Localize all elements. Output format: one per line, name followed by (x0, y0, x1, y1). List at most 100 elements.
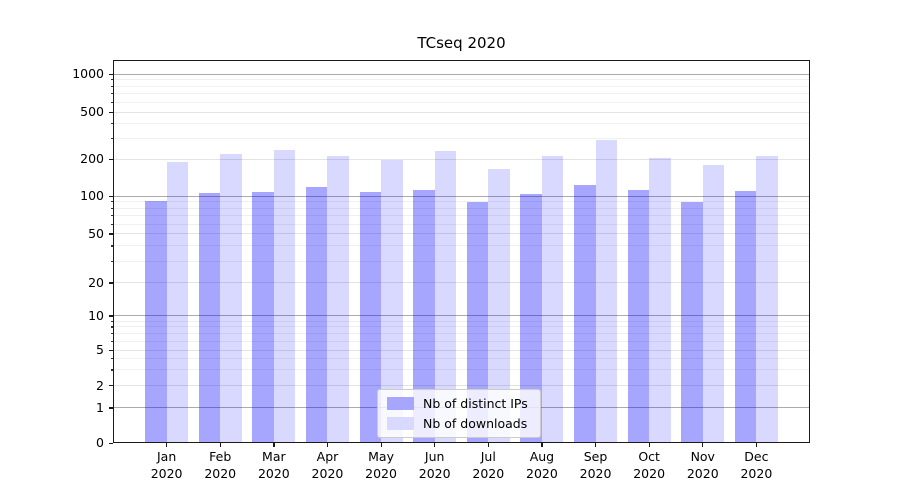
bar-downloads-apr (327, 156, 349, 443)
x-tick-mark-sep (595, 443, 597, 447)
gridline-20 (113, 282, 810, 284)
gridline-4 (113, 358, 810, 360)
x-tick-label-jan: Jan 2020 (150, 449, 183, 481)
y-tick-mark-200 (109, 158, 113, 160)
x-tick-mark-jul (487, 443, 489, 447)
bar-downloads-oct (649, 157, 671, 443)
y-minor-tick-mark-90 (110, 201, 113, 203)
gridline-9 (113, 320, 810, 322)
y-minor-tick-mark-800 (110, 85, 113, 87)
y-minor-tick-mark-80 (110, 207, 113, 209)
y-tick-mark-10 (109, 315, 113, 317)
x-tick-label-sep: Sep 2020 (579, 449, 612, 481)
bar-downloads-nov (702, 164, 725, 443)
y-tick-label-20: 20 (88, 274, 104, 290)
gridline-900 (113, 79, 810, 81)
x-tick-mark-dec (755, 443, 758, 447)
bar-ips-dec (734, 191, 757, 443)
x-tick-label-apr: Apr 2020 (311, 449, 344, 481)
y-minor-tick-mark-6 (110, 340, 113, 342)
bar-ips-aug (520, 193, 542, 443)
bar-downloads-aug (541, 156, 564, 443)
legend-label-downloads: Nb of downloads (423, 416, 528, 431)
legend-entry-ips: Nb of distinct IPs (387, 396, 528, 411)
x-tick-mark-may (380, 443, 382, 447)
y-minor-tick-mark-40 (110, 245, 113, 247)
gridline-7 (113, 332, 810, 334)
gridline-50 (113, 233, 810, 235)
bar-downloads-dec (756, 156, 778, 443)
x-tick-label-oct: Oct 2020 (633, 449, 666, 481)
y-tick-mark-20 (109, 282, 113, 284)
gridline-60 (113, 223, 810, 225)
y-minor-tick-mark-30 (110, 260, 113, 262)
bar-ips-sep (574, 185, 596, 443)
gridline-1000 (113, 73, 810, 75)
x-tick-mark-mar (273, 443, 275, 447)
y-minor-tick-mark-700 (110, 93, 113, 95)
x-tick-label-nov: Nov 2020 (686, 449, 719, 481)
y-minor-tick-mark-7 (110, 332, 113, 335)
gridline-100 (113, 195, 810, 197)
y-tick-label-200: 200 (80, 151, 104, 167)
legend-label-distinct-ips: Nb of distinct IPs (423, 396, 528, 411)
x-tick-mark-jan (166, 443, 168, 447)
x-tick-label-jun: Jun 2020 (418, 449, 451, 481)
y-minor-tick-mark-60 (110, 223, 113, 225)
gridline-90 (113, 201, 810, 203)
gridline-10 (113, 315, 810, 317)
legend-swatch-distinct-ips (387, 397, 414, 410)
bar-downloads-jun (434, 150, 457, 443)
gridline-2 (113, 385, 810, 387)
gridline-5 (113, 349, 810, 351)
y-minor-tick-mark-9 (110, 320, 113, 322)
gridline-70 (113, 215, 810, 217)
bar-ips-nov (681, 201, 703, 443)
y-minor-tick-mark-600 (110, 101, 113, 103)
y-tick-mark-5 (109, 349, 113, 351)
gridline-800 (113, 85, 810, 87)
bar-ips-jan (145, 200, 167, 443)
bar-ips-may (359, 191, 382, 443)
bar-downloads-sep (595, 140, 617, 443)
y-tick-label-100: 100 (80, 188, 104, 203)
x-tick-label-jul: Jul 2020 (472, 449, 505, 481)
y-tick-mark-2 (109, 385, 113, 387)
y-tick-label-500: 500 (80, 104, 104, 119)
y-minor-tick-mark-900 (110, 79, 113, 81)
y-tick-mark-0 (109, 442, 113, 444)
chart-title: TCseq 2020 (417, 34, 506, 52)
y-tick-mark-50 (109, 233, 113, 235)
gridline-30 (113, 260, 810, 262)
y-tick-mark-1 (109, 407, 113, 409)
y-tick-label-1000: 1000 (72, 66, 104, 82)
y-tick-label-10: 10 (88, 307, 104, 323)
y-tick-label-50: 50 (88, 225, 104, 241)
gridline-80 (113, 207, 810, 209)
y-tick-mark-100 (109, 195, 113, 197)
bar-ips-jun (413, 190, 435, 443)
y-minor-tick-mark-8 (110, 326, 113, 328)
x-tick-label-aug: Aug 2020 (526, 449, 558, 481)
legend-entry-downloads: Nb of downloads (387, 416, 528, 431)
x-tick-mark-aug (541, 443, 543, 447)
x-tick-mark-feb (219, 443, 221, 447)
gridline-300 (113, 137, 810, 139)
gridline-6 (113, 340, 810, 342)
bar-ips-jul (466, 201, 489, 443)
bar-downloads-jul (488, 169, 510, 443)
y-minor-tick-mark-300 (110, 137, 113, 140)
legend: Nb of distinct IPs Nb of downloads (377, 389, 541, 438)
x-tick-label-mar: Mar 2020 (257, 449, 290, 481)
bar-ips-oct (627, 190, 650, 443)
bar-downloads-may (381, 159, 403, 443)
x-tick-mark-apr (326, 443, 329, 447)
x-tick-mark-jun (434, 443, 436, 447)
y-tick-mark-1000 (109, 73, 113, 75)
gridline-3 (113, 369, 810, 371)
gridline-400 (113, 123, 810, 125)
gridline-600 (113, 101, 810, 103)
y-tick-label-5: 5 (96, 342, 104, 357)
y-tick-label-1: 1 (96, 399, 104, 415)
